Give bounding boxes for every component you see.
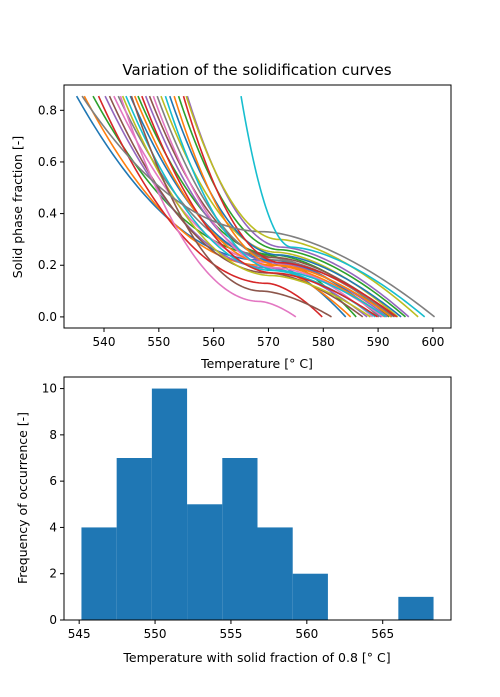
y-tick-label: 0.6 <box>38 155 57 169</box>
solidification-curve-14 <box>141 95 379 318</box>
histogram-bars <box>81 388 434 620</box>
solidification-curve-30 <box>240 95 426 318</box>
histogram-bar-2 <box>116 458 152 620</box>
solidification-curve-27 <box>119 95 297 318</box>
y-tick-label: 0.2 <box>38 258 57 272</box>
histogram-x-ticks: 545 550 555 560 565 <box>68 620 394 641</box>
x-tick-label: 540 <box>93 335 116 349</box>
solidification-curves <box>75 95 436 318</box>
y-tick-label: 10 <box>42 382 57 396</box>
solidification-chart-title: Variation of the solidification curves <box>122 61 391 79</box>
histogram-plot-frame <box>63 376 452 621</box>
solidification-curve-23 <box>177 95 407 318</box>
x-tick-label: 600 <box>421 335 444 349</box>
histogram-bar-7 <box>292 573 328 620</box>
solidification-y-ticks: 0.0 0.2 0.4 0.6 0.8 <box>38 103 64 324</box>
x-tick-label: 555 <box>219 627 242 641</box>
solidification-curve-4 <box>97 95 323 318</box>
x-tick-label: 550 <box>144 627 167 641</box>
histogram-bar-4 <box>187 504 223 620</box>
histogram-bar-1 <box>81 527 117 620</box>
y-tick-label: 0 <box>49 613 57 627</box>
solidification-y-axis-label: Solid phase fraction [-] <box>10 136 25 278</box>
histogram-x-axis-label: Temperature with solid fraction of 0.8 [… <box>122 650 390 665</box>
x-tick-label: 580 <box>312 335 335 349</box>
histogram-chart: 545 550 555 560 565 0 2 4 6 8 10 Temperature with… <box>15 376 452 665</box>
solidification-x-ticks: 540 550 560 570 580 590 600 <box>93 328 444 349</box>
x-tick-label: 570 <box>257 335 280 349</box>
y-tick-label: 0.4 <box>38 207 57 221</box>
y-tick-label: 8 <box>49 428 57 442</box>
histogram-bar-5 <box>222 458 258 620</box>
solidification-curve-20 <box>164 95 387 318</box>
x-tick-label: 545 <box>68 627 91 641</box>
y-tick-label: 0.0 <box>38 310 57 324</box>
y-tick-label: 2 <box>49 567 57 581</box>
solidification-chart: Variation of the solidification curves 5… <box>10 61 452 371</box>
histogram-y-axis-label: Frequency of occurrence [-] <box>15 412 30 584</box>
histogram-bar-3 <box>151 388 188 620</box>
x-tick-label: 560 <box>202 335 225 349</box>
x-tick-label: 550 <box>147 335 170 349</box>
y-tick-label: 0.8 <box>38 103 57 117</box>
x-tick-label: 560 <box>295 627 318 641</box>
y-tick-label: 6 <box>49 474 57 488</box>
solidification-plot-frame <box>63 84 452 329</box>
solidification-curve-24 <box>182 95 398 318</box>
x-tick-label: 590 <box>367 335 390 349</box>
solidification-curve-28 <box>81 95 436 318</box>
histogram-bar-10 <box>398 596 434 620</box>
solidification-curve-22 <box>173 95 392 318</box>
x-tick-label: 565 <box>371 627 394 641</box>
solidification-curve-26 <box>130 95 332 318</box>
solidification-curve-21 <box>169 95 402 318</box>
histogram-y-ticks: 0 2 4 6 8 10 <box>42 382 64 627</box>
histogram-bar-6 <box>257 527 293 620</box>
y-tick-label: 4 <box>49 520 57 534</box>
solidification-x-axis-label: Temperature [° C] <box>200 356 313 371</box>
